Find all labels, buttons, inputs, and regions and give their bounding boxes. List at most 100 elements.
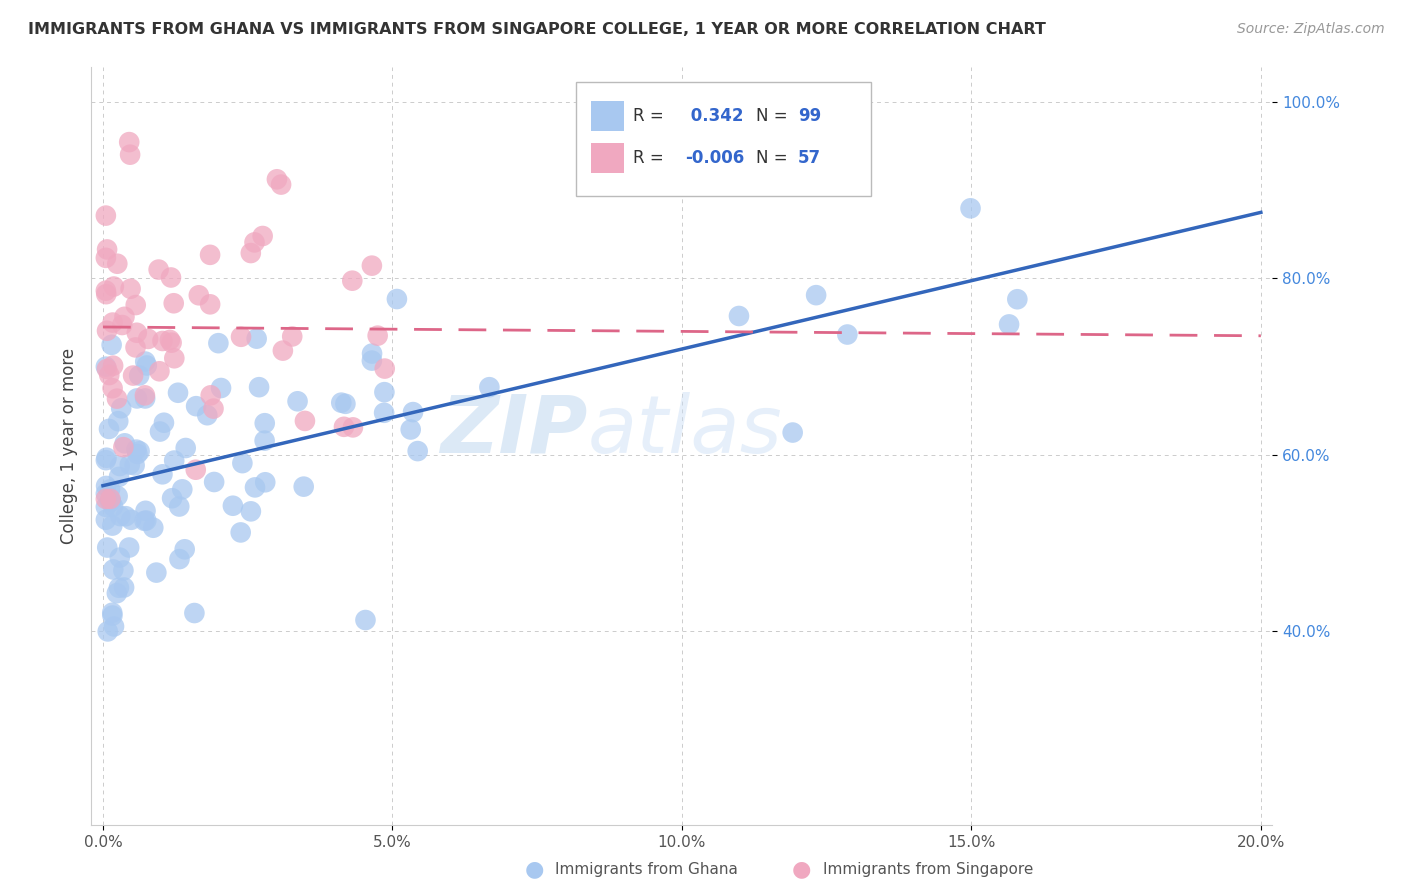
Point <box>782 425 804 440</box>
Point <box>198 297 221 311</box>
Point <box>163 296 186 310</box>
Point <box>207 336 229 351</box>
Point <box>96 324 118 338</box>
Point <box>125 298 148 312</box>
Point <box>243 235 266 250</box>
Point <box>100 494 122 508</box>
Point <box>100 494 122 508</box>
Point <box>246 332 269 346</box>
Point <box>330 395 353 409</box>
Point <box>136 332 159 346</box>
Point <box>406 444 429 458</box>
Point <box>145 566 167 580</box>
Point <box>209 381 232 395</box>
Point <box>149 425 172 439</box>
Point <box>127 447 149 461</box>
Point <box>101 381 124 395</box>
Point <box>163 453 186 467</box>
Text: 0.342: 0.342 <box>686 107 744 125</box>
Point <box>94 284 117 298</box>
Point <box>94 486 117 500</box>
Point <box>107 414 129 428</box>
Point <box>152 467 174 482</box>
Point <box>837 327 859 342</box>
Point <box>354 613 377 627</box>
Point <box>111 318 134 332</box>
Point <box>108 470 131 484</box>
Point <box>148 262 170 277</box>
Point <box>239 246 262 260</box>
Point <box>96 450 118 465</box>
Point <box>101 518 124 533</box>
Point <box>187 288 209 302</box>
Point <box>122 368 145 383</box>
Point <box>135 504 157 518</box>
Point <box>361 353 384 368</box>
Text: R =: R = <box>634 107 669 125</box>
Point <box>108 550 131 565</box>
Point <box>229 525 252 540</box>
Point <box>118 541 141 555</box>
Point <box>112 581 135 595</box>
Point <box>101 606 124 620</box>
Point <box>94 251 117 265</box>
Text: ZIP: ZIP <box>440 392 588 470</box>
Point <box>105 392 128 406</box>
Bar <box>591 101 624 131</box>
Point <box>292 480 315 494</box>
Point <box>271 343 294 358</box>
Point <box>152 334 174 348</box>
Point <box>108 581 131 595</box>
Point <box>94 491 117 506</box>
Point <box>124 340 146 354</box>
Point <box>254 475 277 490</box>
Point <box>202 401 225 416</box>
Text: R =: R = <box>634 149 669 167</box>
Point <box>120 282 142 296</box>
Point <box>153 416 176 430</box>
Point <box>114 310 136 324</box>
Text: atlas: atlas <box>588 392 782 470</box>
Point <box>160 270 183 285</box>
Point <box>105 257 128 271</box>
Point <box>96 243 118 257</box>
Point <box>98 483 121 497</box>
Point <box>98 368 121 382</box>
Point <box>112 440 135 454</box>
Point <box>270 178 292 192</box>
Text: Immigrants from Singapore: Immigrants from Singapore <box>823 863 1033 877</box>
Point <box>134 354 156 368</box>
Point <box>148 364 170 378</box>
Point <box>96 287 118 301</box>
Point <box>110 509 132 524</box>
Point <box>125 392 148 406</box>
Point <box>135 514 157 528</box>
Point <box>253 416 276 430</box>
Point <box>222 499 245 513</box>
Point <box>169 552 191 566</box>
Point <box>478 380 501 394</box>
Point <box>239 504 262 518</box>
Point <box>253 434 276 448</box>
Y-axis label: College, 1 year or more: College, 1 year or more <box>59 348 77 544</box>
Point <box>94 479 117 493</box>
Point <box>200 388 222 402</box>
Point <box>399 422 422 436</box>
Point <box>173 542 195 557</box>
Point <box>103 279 125 293</box>
Point <box>202 475 225 489</box>
Text: ●: ● <box>792 860 811 880</box>
Point <box>108 458 131 473</box>
Text: Immigrants from Ghana: Immigrants from Ghana <box>555 863 738 877</box>
Point <box>184 463 207 477</box>
FancyBboxPatch shape <box>575 82 870 196</box>
Point <box>167 500 190 514</box>
Text: IMMIGRANTS FROM GHANA VS IMMIGRANTS FROM SINGAPORE COLLEGE, 1 YEAR OR MORE CORRE: IMMIGRANTS FROM GHANA VS IMMIGRANTS FROM… <box>28 22 1046 37</box>
Point <box>247 380 270 394</box>
Point <box>101 608 124 623</box>
Point <box>101 500 124 514</box>
Bar <box>591 143 624 173</box>
Point <box>160 491 183 506</box>
Point <box>163 351 186 366</box>
Point <box>110 401 132 416</box>
